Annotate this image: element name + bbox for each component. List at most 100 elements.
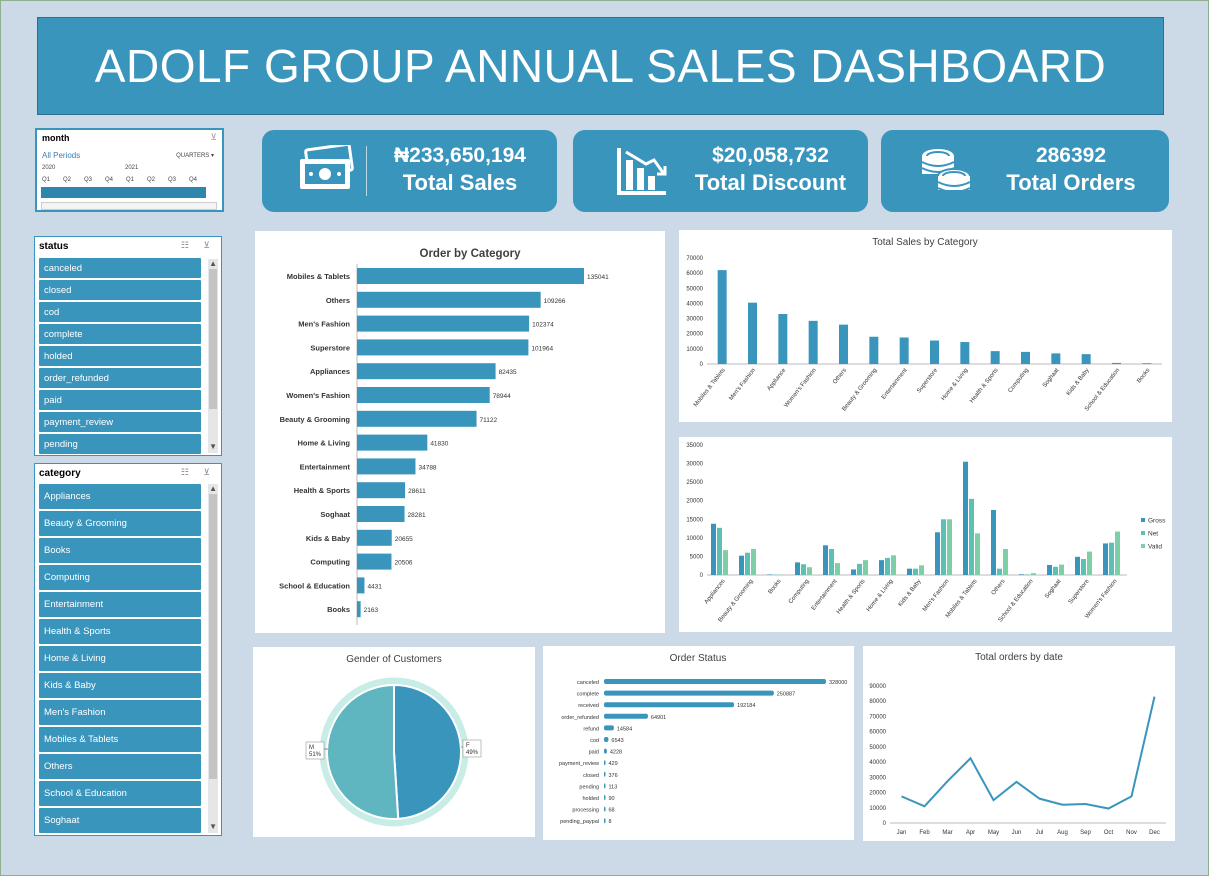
x-tick-label: Others [991, 579, 1007, 597]
bar-valid [947, 519, 952, 575]
bar [1051, 353, 1061, 364]
series-line [901, 696, 1156, 810]
bar [357, 553, 392, 570]
timeline-period-bar[interactable] [41, 187, 206, 198]
x-tick-label: Women's Fashion [1084, 579, 1118, 620]
data-label: 192184 [737, 703, 755, 709]
slicer-item-kids-baby[interactable]: Kids & Baby [39, 673, 201, 698]
bar [357, 410, 477, 427]
bar-net [829, 549, 834, 575]
timeline-quarter[interactable]: Q3 [84, 177, 93, 183]
category-label: Mobiles & Tablets [287, 272, 350, 281]
x-tick-label: School & Education [1084, 368, 1121, 413]
slicer-item-soghaat[interactable]: Soghaat [39, 808, 201, 833]
bar-net [969, 498, 974, 575]
timeline-scrollbar[interactable] [41, 202, 217, 210]
slicer-item-health-sports[interactable]: Health & Sports [39, 619, 201, 644]
dashboard-banner: ADOLF GROUP ANNUAL SALES DASHBOARD [37, 17, 1164, 115]
slicer-item-payment-review[interactable]: payment_review [39, 412, 201, 432]
chart-title: Total orders by date [975, 652, 1063, 663]
timeline-quarter[interactable]: Q2 [147, 177, 156, 183]
dashboard-title: ADOLF GROUP ANNUAL SALES DASHBOARD [94, 40, 1107, 92]
bar-net [997, 568, 1002, 575]
scroll-down-icon[interactable]: ▼ [209, 442, 217, 451]
data-label: M [309, 745, 314, 751]
slicer-item-order-refunded[interactable]: order_refunded [39, 368, 201, 388]
bar [604, 818, 606, 824]
x-tick-label: Entertainment [811, 578, 839, 611]
y-tick-label: 30000 [686, 462, 703, 468]
chart-title: Gender of Customers [346, 654, 442, 665]
category-slicer[interactable]: category ☷ ⊻ ▲ ▼ Appliances Beauty & Groo… [34, 463, 222, 836]
bar [357, 529, 392, 546]
x-tick-label: Kids & Baby [1066, 368, 1091, 397]
legend-swatch [1141, 518, 1145, 522]
data-label: 71122 [480, 417, 498, 424]
slicer-item-men-s-fashion[interactable]: Men's Fashion [39, 700, 201, 725]
pie-slice-m [326, 683, 400, 820]
category-label: cod [590, 738, 599, 744]
x-tick-label: Jun [1012, 830, 1022, 836]
slicer-item-entertainment[interactable]: Entertainment [39, 592, 201, 617]
x-tick-label: Men's Fashion [922, 579, 951, 613]
slicer-item-others[interactable]: Others [39, 754, 201, 779]
slicer-item-mobiles-tablets[interactable]: Mobiles & Tablets [39, 727, 201, 752]
timeline-quarter[interactable]: Q4 [105, 177, 114, 183]
timeline-quarter[interactable]: Q4 [189, 177, 198, 183]
slicer-item-cod[interactable]: cod [39, 302, 201, 322]
month-timeline-slicer[interactable]: month ⊻ All Periods QUARTERS ▾ 2020 2021… [35, 128, 224, 212]
slicer-item-computing[interactable]: Computing [39, 565, 201, 590]
y-tick-label: 40000 [686, 301, 703, 307]
category-label: Women's Fashion [286, 391, 350, 400]
slicer-item-pending[interactable]: pending [39, 434, 201, 454]
slicer-item-home-living[interactable]: Home & Living [39, 646, 201, 671]
slicer-item-closed[interactable]: closed [39, 280, 201, 300]
category-slicer-title: category [39, 468, 81, 479]
bar [357, 387, 490, 403]
data-label: 328000 [829, 680, 847, 686]
slicer-multiselect-icon[interactable]: ☷ ⊻ [180, 467, 216, 477]
slicer-item-canceled[interactable]: canceled [39, 258, 201, 278]
category-label: Home & Living [297, 439, 350, 448]
category-label: Kids & Baby [306, 534, 351, 543]
kpi-total-sales: ₦233,650,194 Total Sales [262, 130, 557, 212]
bar [357, 601, 361, 618]
bar [357, 434, 428, 451]
slicer-item-books[interactable]: Books [39, 538, 201, 563]
bar-valid [891, 555, 896, 575]
timeline-quarter[interactable]: Q3 [168, 177, 177, 183]
slicer-item-appliances[interactable]: Appliances [39, 484, 201, 509]
data-label: F [466, 743, 470, 749]
slicer-item-complete[interactable]: complete [39, 324, 201, 344]
slicer-item-beauty-grooming[interactable]: Beauty & Grooming [39, 511, 201, 536]
timeline-quarter[interactable]: Q1 [42, 177, 51, 183]
scroll-down-icon[interactable]: ▼ [209, 822, 217, 831]
status-slicer[interactable]: status ☷ ⊻ ▲ ▼ canceled closed cod complete… [34, 236, 222, 456]
category-label: holded [582, 796, 599, 802]
timeline-quarter[interactable]: Q1 [126, 177, 135, 183]
scrollbar-thumb[interactable] [209, 494, 217, 779]
slicer-item-holded[interactable]: holded [39, 346, 201, 366]
scrollbar-thumb[interactable] [209, 269, 217, 409]
bar [1081, 354, 1091, 364]
data-label: 20655 [395, 536, 413, 543]
category-label: School & Education [279, 581, 350, 590]
bar-valid [1031, 573, 1036, 575]
scroll-up-icon[interactable]: ▲ [209, 484, 217, 493]
x-tick-label: Soghaat [1042, 367, 1061, 389]
time-level-dropdown[interactable]: QUARTERS ▾ [176, 153, 214, 159]
slicer-multiselect-icon[interactable]: ☷ ⊻ [180, 240, 216, 250]
timeline-quarter[interactable]: Q2 [63, 177, 72, 183]
data-label: 6543 [611, 738, 623, 744]
bar [808, 320, 818, 364]
bar [604, 783, 606, 789]
scroll-up-icon[interactable]: ▲ [209, 259, 217, 268]
slicer-item-paid[interactable]: paid [39, 390, 201, 410]
slicer-item-school-education[interactable]: School & Education [39, 781, 201, 806]
bar [604, 713, 648, 719]
clear-filter-icon[interactable]: ⊻ [210, 132, 217, 142]
x-tick-label: Computing [788, 579, 811, 606]
bar [1142, 363, 1152, 364]
x-tick-label: Health & Sports [969, 368, 1000, 405]
y-tick-label: 60000 [869, 730, 886, 736]
